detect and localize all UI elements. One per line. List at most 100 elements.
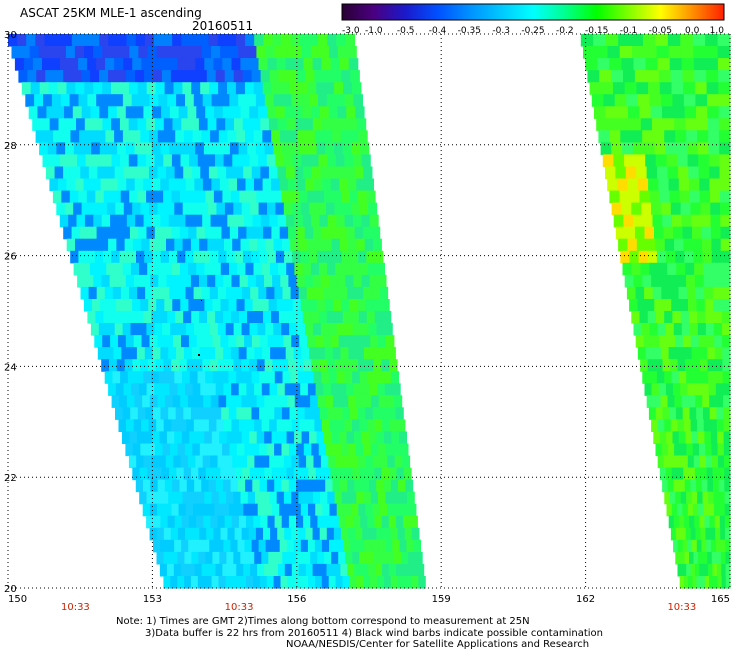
swath-cell-west [66,82,76,95]
swath-cell-west [255,142,266,155]
swath-cell-west [343,82,353,95]
swath-cell-west [200,166,210,180]
swath-cell-east [717,431,725,444]
colorbar-label: -0.5 [397,26,415,36]
swath-cell-west [199,34,210,47]
swath-cell-west [305,563,314,577]
swath-cell-west [205,551,213,565]
swath-cell-west [135,311,144,324]
swath-cell-west [204,491,213,505]
swath-cell-west [321,58,332,71]
swath-cell-west [259,250,269,264]
swath-cell-west [146,190,156,204]
swath-cell-west [153,539,161,553]
swath-cell-west [331,551,339,565]
swath-cell-west [282,286,292,300]
swath-cell-east [694,70,707,83]
swath-cell-west [115,202,125,216]
swath-cell-east [712,467,719,481]
swath-cell-west [154,323,163,336]
swath-cell-west [90,34,100,47]
swath-cell-west [157,238,167,252]
swath-cell-east [675,335,684,348]
swath-cell-west [38,46,49,59]
swath-cell-west [317,202,327,216]
swath-cell-west [132,359,141,372]
swath-cell-west [262,347,271,360]
swath-cell-west [213,226,222,240]
swath-cell-west [319,106,330,119]
swath-cell-west [242,286,251,300]
swath-cell-west [173,335,182,348]
swath-cell-east [673,226,684,240]
swath-cell-west [118,335,127,348]
swath-cell-west [259,479,268,493]
swath-cell-west [226,34,237,47]
swath-cell-west [277,166,287,180]
swath-cell-west [196,106,206,119]
swath-cell-west [260,515,268,529]
swath-cell-west [112,286,122,300]
swath-cell-west [170,527,179,541]
swath-cell-west [231,419,240,432]
swath-cell-west [363,286,372,300]
swath-cell-west [396,467,405,481]
swath-cell-west [180,455,189,469]
swath-cell-west [374,311,384,324]
swath-cell-east [657,455,665,469]
swath-cell-west [149,94,159,107]
swath-cell-east [596,118,608,131]
swath-cell-west [183,407,192,420]
swath-cell-west [204,299,213,312]
swath-cell-east [720,539,726,553]
swath-cell-east [699,515,705,529]
swath-cell-east [648,407,657,420]
swath-cell-west [351,142,361,155]
swath-cell-west [379,503,388,517]
swath-cell-west [363,491,372,505]
swath-cell-east [719,166,731,180]
swath-cell-west [308,503,316,517]
swath-cell-west [246,347,255,360]
swath-cell-east [706,82,719,95]
swath-cell-east [656,371,665,384]
swath-cell-west [178,323,187,336]
swath-cell-west [101,359,110,372]
swath-cell-east [704,576,710,589]
swath-cell-west [359,371,369,384]
swath-cell-east [654,142,666,155]
swath-cell-east [686,443,694,457]
swath-cell-west [250,503,259,517]
swath-cell-west [191,311,200,324]
swath-cell-west [330,118,340,131]
swath-cell-west [81,202,91,216]
swath-cell-west [277,118,288,131]
swath-cell-west [182,238,192,252]
swath-cell-west [390,527,399,541]
swath-cell-west [188,262,197,276]
swath-cell-east [631,130,643,143]
swath-cell-west [331,238,341,252]
swath-cell-east [585,58,598,71]
swath-cell-east [649,323,659,336]
swath-cell-west [304,226,314,240]
swath-cell-west [177,551,185,565]
swath-cell-west [368,323,377,336]
swath-cell-west [35,130,45,143]
swath-cell-west [303,443,312,457]
swath-cell-west [318,443,327,457]
swath-cell-west [236,335,245,348]
swath-cell-west [344,371,353,384]
swath-cell-east [675,250,685,264]
swath-cell-west [117,70,127,83]
swath-cell-west [281,323,290,336]
swath-cell-west [329,503,338,517]
swath-cell-west [323,383,332,396]
swath-cell-west [349,190,359,204]
swath-cell-west [46,106,56,119]
swath-cell-west [142,274,151,288]
swath-cell-east [664,130,676,143]
swath-cell-east [679,576,685,589]
swath-cell-west [216,539,224,553]
swath-cell-west [279,395,288,408]
